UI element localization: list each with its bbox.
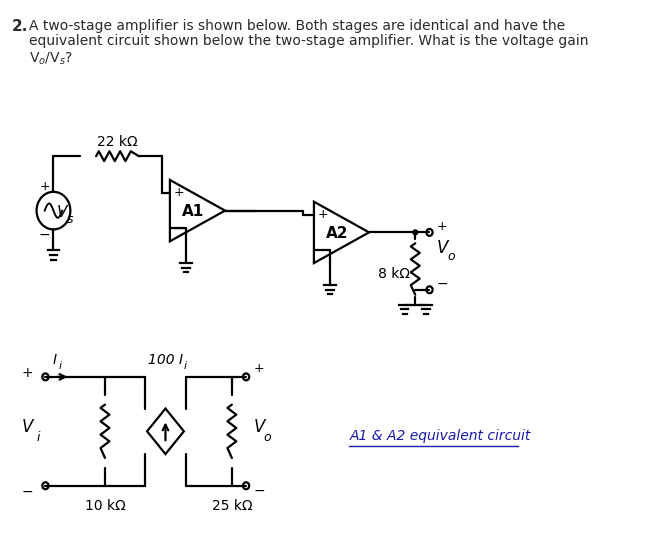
- Text: +: +: [437, 220, 448, 233]
- Text: i: i: [183, 361, 187, 371]
- Text: −: −: [317, 243, 329, 257]
- Text: −: −: [253, 483, 265, 497]
- Text: s: s: [67, 213, 73, 226]
- Text: o: o: [448, 250, 455, 262]
- Text: A1: A1: [182, 204, 205, 219]
- Text: o: o: [264, 431, 272, 444]
- Text: i: i: [58, 361, 61, 371]
- Text: V: V: [253, 418, 264, 437]
- Text: −: −: [173, 222, 185, 236]
- Text: V: V: [57, 205, 67, 220]
- Text: i: i: [37, 431, 40, 444]
- Text: −: −: [39, 227, 50, 241]
- Text: A two-stage amplifier is shown below. Both stages are identical and have the: A two-stage amplifier is shown below. Bo…: [29, 19, 566, 33]
- Text: +: +: [173, 186, 184, 199]
- Text: V: V: [437, 239, 448, 257]
- Text: −: −: [437, 277, 448, 291]
- Text: A2: A2: [326, 226, 349, 241]
- Text: 25 kΩ: 25 kΩ: [212, 499, 252, 513]
- Text: I: I: [52, 353, 56, 367]
- Text: V$_o$/V$_s$?: V$_o$/V$_s$?: [29, 50, 74, 67]
- Text: +: +: [39, 181, 50, 194]
- Text: +: +: [317, 208, 328, 221]
- Text: A1 & A2 equivalent circuit: A1 & A2 equivalent circuit: [349, 429, 531, 443]
- Text: 22 kΩ: 22 kΩ: [97, 135, 137, 149]
- Text: +: +: [253, 362, 264, 376]
- Text: 8 kΩ: 8 kΩ: [378, 267, 410, 281]
- Text: +: +: [22, 366, 33, 380]
- Text: 2.: 2.: [12, 19, 28, 33]
- Text: V: V: [22, 418, 33, 437]
- Text: equivalent circuit shown below the two-stage amplifier. What is the voltage gain: equivalent circuit shown below the two-s…: [29, 34, 589, 49]
- Text: 100 I: 100 I: [148, 353, 183, 367]
- Text: 10 kΩ: 10 kΩ: [84, 499, 125, 513]
- Circle shape: [413, 230, 418, 235]
- Text: −: −: [22, 485, 33, 499]
